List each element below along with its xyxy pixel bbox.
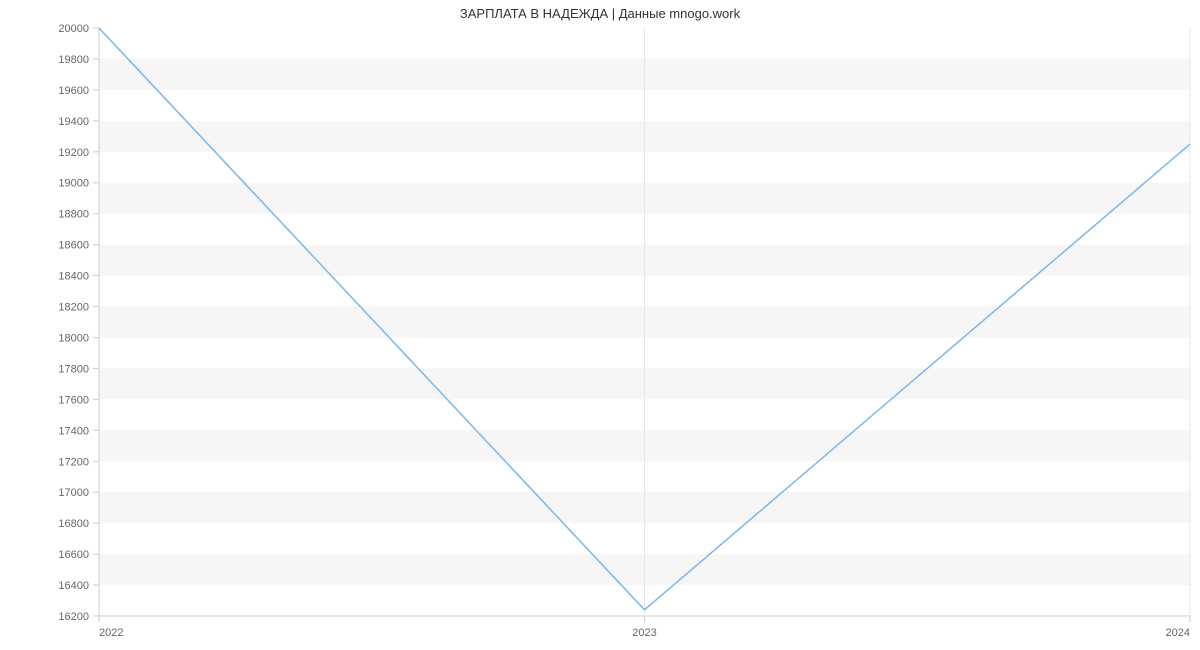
svg-text:18600: 18600 bbox=[58, 240, 89, 252]
svg-text:16600: 16600 bbox=[58, 549, 89, 561]
svg-text:17800: 17800 bbox=[58, 363, 89, 375]
svg-text:18400: 18400 bbox=[58, 271, 89, 283]
svg-text:17400: 17400 bbox=[58, 425, 89, 437]
svg-text:16400: 16400 bbox=[58, 580, 89, 592]
chart-title: ЗАРПЛАТА В НАДЕЖДА | Данные mnogo.work bbox=[0, 6, 1200, 21]
svg-text:19400: 19400 bbox=[58, 116, 89, 128]
svg-text:19600: 19600 bbox=[58, 85, 89, 97]
svg-text:20000: 20000 bbox=[58, 23, 89, 35]
svg-text:17600: 17600 bbox=[58, 394, 89, 406]
svg-text:2024: 2024 bbox=[1166, 627, 1190, 639]
svg-text:2023: 2023 bbox=[632, 627, 656, 639]
svg-text:18000: 18000 bbox=[58, 332, 89, 344]
salary-line-chart: ЗАРПЛАТА В НАДЕЖДА | Данные mnogo.work 1… bbox=[0, 0, 1200, 650]
svg-text:16800: 16800 bbox=[58, 518, 89, 530]
svg-text:19000: 19000 bbox=[58, 178, 89, 190]
svg-text:19200: 19200 bbox=[58, 147, 89, 159]
svg-text:18200: 18200 bbox=[58, 302, 89, 314]
chart-svg: 16200 16400 16600 16800 17000 17200 17400 17600… bbox=[0, 0, 1200, 650]
svg-text:17200: 17200 bbox=[58, 456, 89, 468]
svg-text:19800: 19800 bbox=[58, 54, 89, 66]
svg-text:18800: 18800 bbox=[58, 209, 89, 221]
svg-text:2022: 2022 bbox=[99, 627, 123, 639]
svg-text:16200: 16200 bbox=[58, 611, 89, 623]
svg-text:17000: 17000 bbox=[58, 487, 89, 499]
